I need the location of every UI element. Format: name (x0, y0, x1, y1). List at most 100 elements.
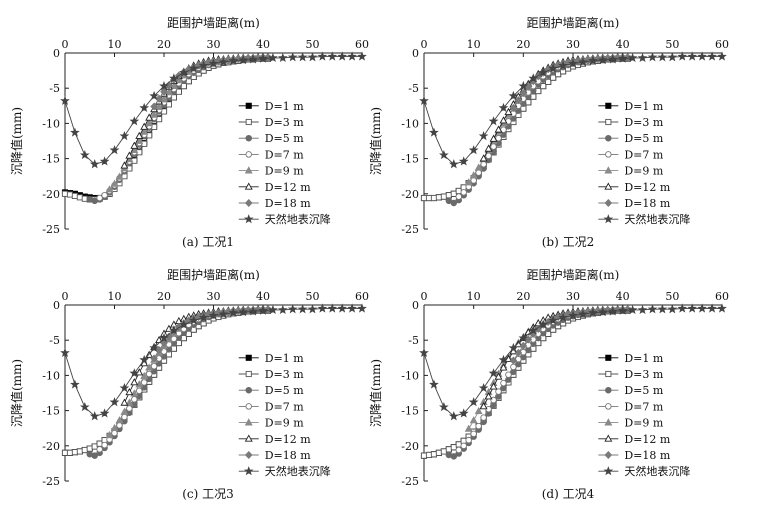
data-point (119, 382, 130, 393)
legend-marker (245, 102, 252, 109)
data-point (637, 304, 648, 315)
data-point (178, 319, 189, 329)
data-point (518, 333, 529, 343)
legend-label: D=5 m (624, 384, 664, 397)
data-point (198, 60, 209, 70)
data-point (469, 171, 478, 179)
data-point (357, 51, 367, 61)
data-point (518, 81, 529, 91)
legend-label: D=5 m (624, 132, 664, 145)
data-point (584, 307, 592, 316)
legend-marker (604, 450, 613, 460)
data-point (474, 406, 483, 415)
data-point (509, 356, 518, 365)
data-point (667, 304, 678, 314)
data-point (558, 312, 568, 322)
data-point (435, 449, 442, 456)
data-point (468, 145, 479, 155)
data-point (125, 398, 134, 406)
data-point (150, 102, 158, 111)
data-point (70, 379, 80, 389)
x-tick-label: 10 (467, 290, 481, 303)
data-point (538, 67, 549, 77)
y-tick-label: 0 (412, 299, 419, 312)
data-point (268, 52, 278, 63)
data-point (479, 154, 488, 162)
data-point (510, 363, 517, 371)
data-point (450, 453, 458, 460)
x-tick-label: 10 (108, 38, 122, 51)
legend: D=1 m D=3 m D=5 m D=7 m D=9 m D=12 m D=18 m 天然地… (598, 100, 690, 226)
data-point (475, 422, 482, 430)
data-point (145, 113, 154, 121)
data-point (448, 411, 459, 421)
data-point (420, 452, 428, 459)
x-tick-label: 20 (157, 38, 171, 51)
data-point (101, 441, 108, 449)
x-tick-label: 50 (665, 290, 679, 303)
data-point (588, 307, 598, 317)
legend-label: D=9 m (624, 417, 664, 430)
series-line (424, 58, 628, 199)
y-tick-label: -5 (49, 82, 60, 95)
series-line (64, 58, 268, 200)
legend-label: D=18 m (624, 449, 671, 462)
chart-panel-2: 0 10 20 30 40 50 60 0 -5 -10 -15 -20 -25 距围护墙距离(m) 沉降值… (368, 15, 729, 249)
legend-marker (245, 134, 252, 142)
data-point (439, 149, 449, 160)
data-point (145, 370, 153, 378)
data-point (498, 102, 509, 113)
x-tick-label: 60 (355, 38, 369, 51)
data-point (465, 436, 472, 444)
y-axis-label: 沉降值(mm) (9, 359, 24, 427)
data-point (468, 397, 479, 407)
x-tick-label: 40 (616, 38, 630, 51)
data-point (297, 52, 308, 62)
data-point (150, 110, 159, 118)
legend-marker (603, 214, 614, 224)
data-point (534, 72, 543, 81)
legend-marker (604, 166, 613, 174)
data-point (91, 443, 98, 450)
series-line (64, 58, 268, 199)
data-point (71, 449, 78, 456)
legend-marker (245, 118, 252, 126)
legend-label: D=18 m (265, 197, 312, 210)
y-tick-label: -5 (408, 82, 419, 95)
series-8 (419, 303, 727, 421)
data-point (160, 338, 168, 348)
panel-caption: (c) 工况3 (182, 487, 234, 501)
legend-marker (605, 151, 612, 158)
data-point (307, 304, 318, 314)
data-point (61, 190, 69, 197)
data-point (667, 52, 678, 62)
data-point (508, 90, 519, 101)
data-point (548, 63, 558, 73)
data-point (149, 342, 159, 353)
data-point (528, 73, 539, 83)
data-point (420, 194, 428, 202)
legend-label: D=7 m (265, 148, 305, 161)
series-2 (420, 307, 631, 459)
data-point (135, 387, 143, 395)
data-point (60, 347, 70, 357)
y-tick-label: -10 (42, 369, 60, 382)
data-point (150, 354, 158, 363)
legend-label: D=1 m (624, 100, 664, 113)
data-point (120, 161, 129, 169)
data-point (258, 53, 268, 63)
data-point (460, 189, 467, 196)
data-point (603, 53, 612, 62)
data-point (494, 125, 503, 133)
data-point (357, 303, 367, 313)
data-point (208, 310, 219, 320)
y-axis-label: 沉降值(mm) (368, 107, 383, 175)
data-point (607, 54, 618, 64)
data-point (578, 57, 588, 67)
data-point (490, 396, 497, 404)
data-point (509, 103, 518, 112)
legend: D=1 m D=3 m D=5 m D=7 m D=9 m D=12 m D=18 m 天然地… (598, 352, 690, 478)
data-point (76, 194, 83, 201)
data-point (430, 194, 437, 202)
data-point (519, 89, 528, 98)
